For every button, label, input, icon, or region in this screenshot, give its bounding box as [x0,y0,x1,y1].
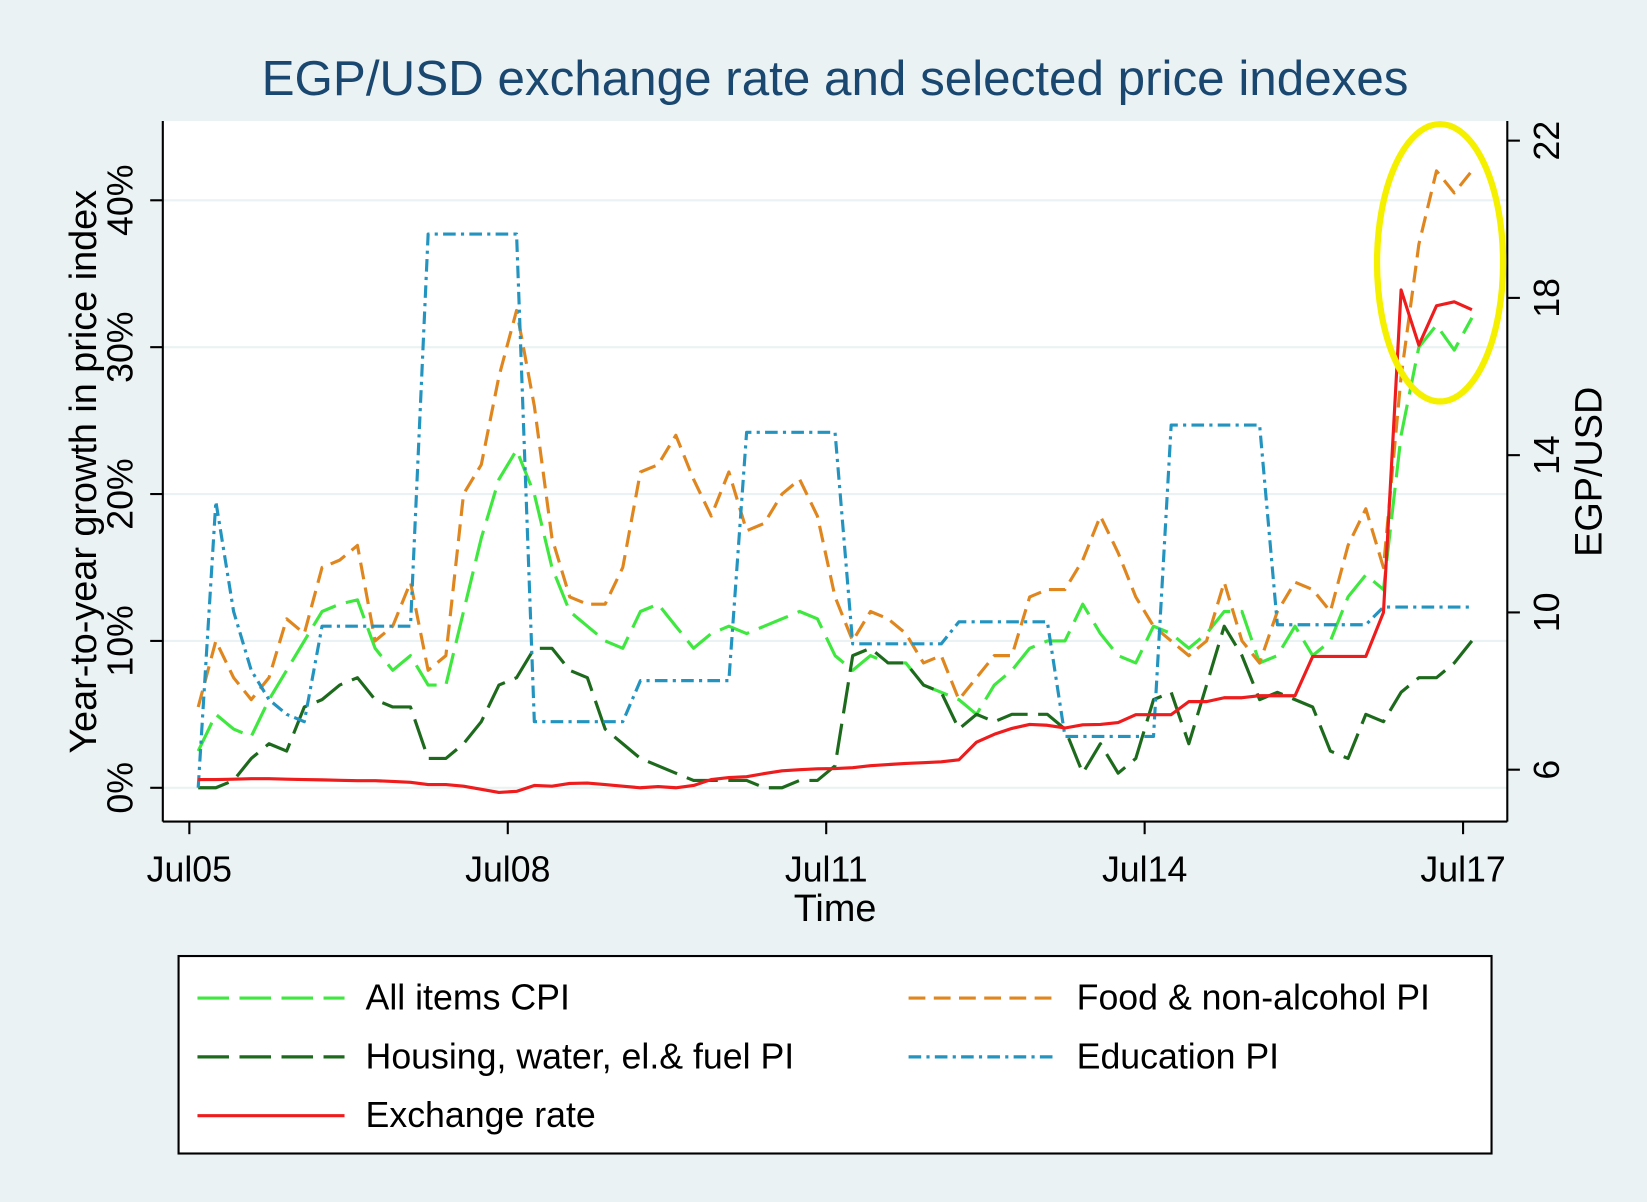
x-tick-label: Jul14 [1102,849,1187,889]
lines [196,169,1474,795]
x-tick-label: Jul17 [1420,849,1505,889]
y-axis-label: Year-to-year growth in price index [63,190,105,754]
legend-box [177,954,1493,1155]
legend-label: Education PI [1077,1036,1279,1076]
y2-tick-label: 10 [1527,593,1567,633]
x-axis-label: Time [794,888,877,930]
series-line [198,288,1473,795]
series-line [196,169,1474,708]
axes: 0% 10% 20% 30% 40% 6 10 14 18 22 Jul05 Jul08 Jul11 Ju… [100,121,1566,890]
x-tick-label: Jul05 [147,849,232,889]
y-tick-label: 20% [100,458,140,529]
chart-title: EGP/USD exchange rate and selected price… [262,51,1409,106]
y2-tick-label: 22 [1527,121,1567,161]
y-tick-label: 10% [100,605,140,676]
y-tick-label: 40% [100,165,140,236]
y2-tick-label: 6 [1527,760,1567,780]
legend-label: Exchange rate [366,1095,596,1135]
legend: All items CPI Food & non-alcohol PI Housin… [197,978,1430,1135]
y-tick-label: 0% [100,762,140,814]
y2-tick-label: 18 [1527,278,1567,318]
series-line [198,624,1474,790]
legend-label: Food & non-alcohol PI [1077,978,1430,1018]
grid [162,199,1508,789]
x-tick-label: Jul11 [785,849,868,889]
highlight-ellipse [1373,120,1507,405]
y2-tick-label: 14 [1527,435,1567,475]
y2-axis-label: EGP/USD [1568,387,1610,557]
plot-area [162,120,1508,822]
legend-label: All items CPI [366,978,570,1018]
legend-label: Housing, water, el.& fuel PI [366,1036,795,1076]
x-tick-label: Jul08 [465,849,550,889]
y-tick-label: 30% [100,311,140,382]
